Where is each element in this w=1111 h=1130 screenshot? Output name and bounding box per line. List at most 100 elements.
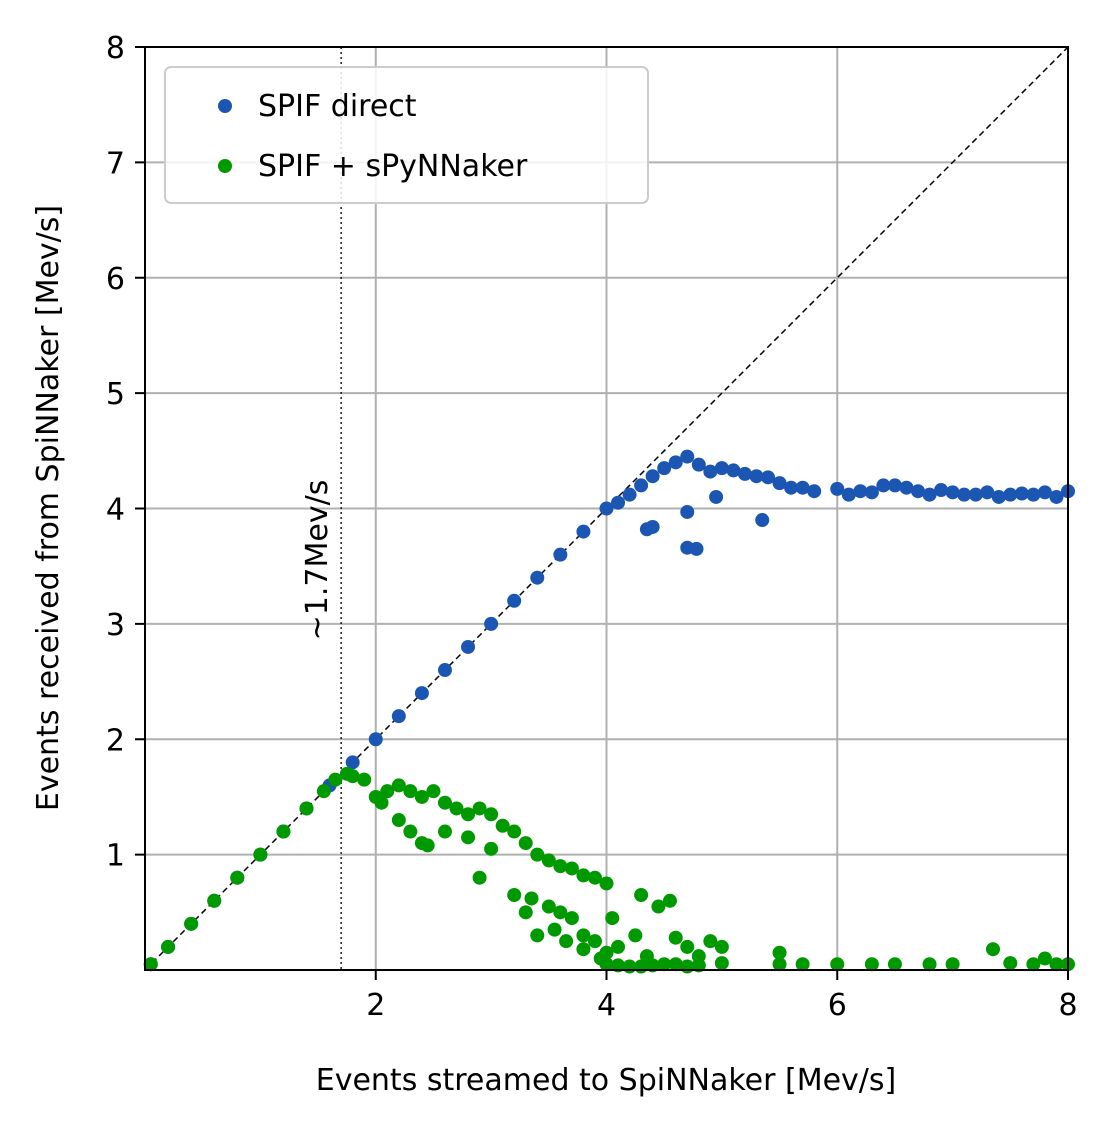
data-point [899,480,914,495]
data-point [559,934,574,949]
data-point [749,469,764,484]
data-point [657,957,672,972]
data-point [143,957,158,972]
data-point [611,495,626,510]
data-point [703,934,718,949]
data-point [391,709,406,724]
data-point [495,818,510,833]
data-point [576,942,591,957]
data-point [645,519,660,534]
data-point [876,478,891,493]
data-point [922,487,937,502]
data-point [437,795,452,810]
series-1 [143,766,1075,974]
data-point [864,485,879,500]
data-point [657,461,672,476]
data-point [1049,489,1064,504]
data-point [622,487,637,502]
data-point [945,485,960,500]
legend-marker-spif-spynnaker [218,159,232,173]
threshold-annotation: ~1.7Mev/s [300,480,335,641]
data-point [1049,957,1064,972]
data-point [714,956,729,971]
data-point [934,483,949,498]
data-point [1026,487,1041,502]
data-point [634,478,649,493]
legend: SPIF direct SPIF + sPyNNaker [164,66,649,204]
data-point [380,784,395,799]
label-layer: Events streamed to SpiNNaker [Mev/s] Eve… [31,205,896,1098]
data-point [541,899,556,914]
data-point [1037,951,1052,966]
data-point [374,795,389,810]
data-point [530,928,545,943]
x-tick-label: 2 [366,988,385,1023]
data-point [437,824,452,839]
data-point [553,905,568,920]
data-point [986,942,1001,957]
data-point [403,824,418,839]
data-point [651,899,666,914]
data-point [772,476,787,491]
data-point [587,870,602,885]
data-point [230,870,245,885]
data-point [564,861,579,876]
data-point [437,663,452,678]
y-tick-label: 7 [106,146,125,181]
data-point [668,930,683,945]
y-tick-label: 1 [106,839,125,874]
data-point [472,801,487,816]
data-point [357,772,372,787]
data-point [991,489,1006,504]
data-point [599,957,614,972]
y-axis-label: Events received from SpiNNaker [Mev/s] [31,205,66,811]
data-point [345,769,360,784]
data-point [253,847,268,862]
data-point [795,480,810,495]
data-point [507,888,522,903]
data-point [864,957,879,972]
data-point [276,824,291,839]
data-point [761,470,776,485]
data-point [518,905,533,920]
legend-marker-spif-direct [218,99,232,113]
data-point [830,481,845,496]
legend-box [164,66,649,204]
data-point [530,847,545,862]
data-point [484,807,499,822]
data-point [345,755,360,770]
data-point [328,772,343,787]
data-point [691,457,706,472]
data-point [599,876,614,891]
data-point [841,487,856,502]
data-point [922,957,937,972]
data-point [414,686,429,701]
data-point [461,830,476,845]
data-point [772,957,787,972]
data-point [414,789,429,804]
data-point [795,957,810,972]
data-point [772,945,787,960]
data-point [634,888,649,903]
data-point [980,485,995,500]
data-point [524,891,539,906]
data-point [316,784,331,799]
data-point [484,841,499,856]
data-point [576,868,591,883]
data-point [830,957,845,972]
data-point [645,469,660,484]
data-point [403,784,418,799]
data-point [887,957,902,972]
data-point [553,547,568,562]
data-point [887,478,902,493]
data-point [599,501,614,516]
data-point [484,616,499,631]
data-point [680,504,695,519]
data-point [680,939,695,954]
data-point [668,957,683,972]
data-point [737,466,752,481]
data-point [184,916,199,931]
data-point [161,939,176,954]
data-point [1003,956,1018,971]
